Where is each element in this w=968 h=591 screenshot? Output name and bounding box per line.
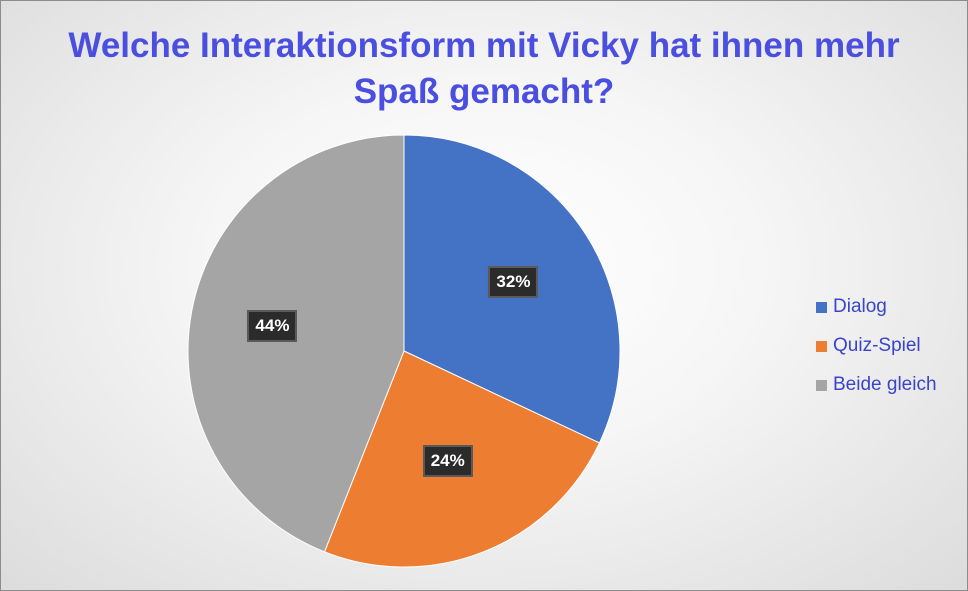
legend: Dialog Quiz-Spiel Beide gleich xyxy=(816,297,937,414)
legend-label: Quiz-Spiel xyxy=(833,335,921,356)
legend-swatch xyxy=(816,301,827,313)
legend-item-quiz-spiel: Quiz-Spiel xyxy=(816,336,937,356)
chart-title: Welche Interaktionsform mit Vicky hat ih… xyxy=(68,26,900,111)
pie-slice-beide-gleich xyxy=(187,134,405,553)
legend-item-beide-gleich: Beide gleich xyxy=(816,375,937,395)
legend-label: Beide gleich xyxy=(833,374,937,395)
legend-item-dialog: Dialog xyxy=(816,297,937,317)
legend-label: Dialog xyxy=(833,296,887,317)
legend-swatch xyxy=(816,340,827,352)
data-label-quiz-spiel: 24% xyxy=(422,445,473,478)
data-label-beide-gleich: 44% xyxy=(247,309,298,342)
legend-swatch xyxy=(816,379,827,391)
data-label-dialog: 32% xyxy=(488,265,539,298)
